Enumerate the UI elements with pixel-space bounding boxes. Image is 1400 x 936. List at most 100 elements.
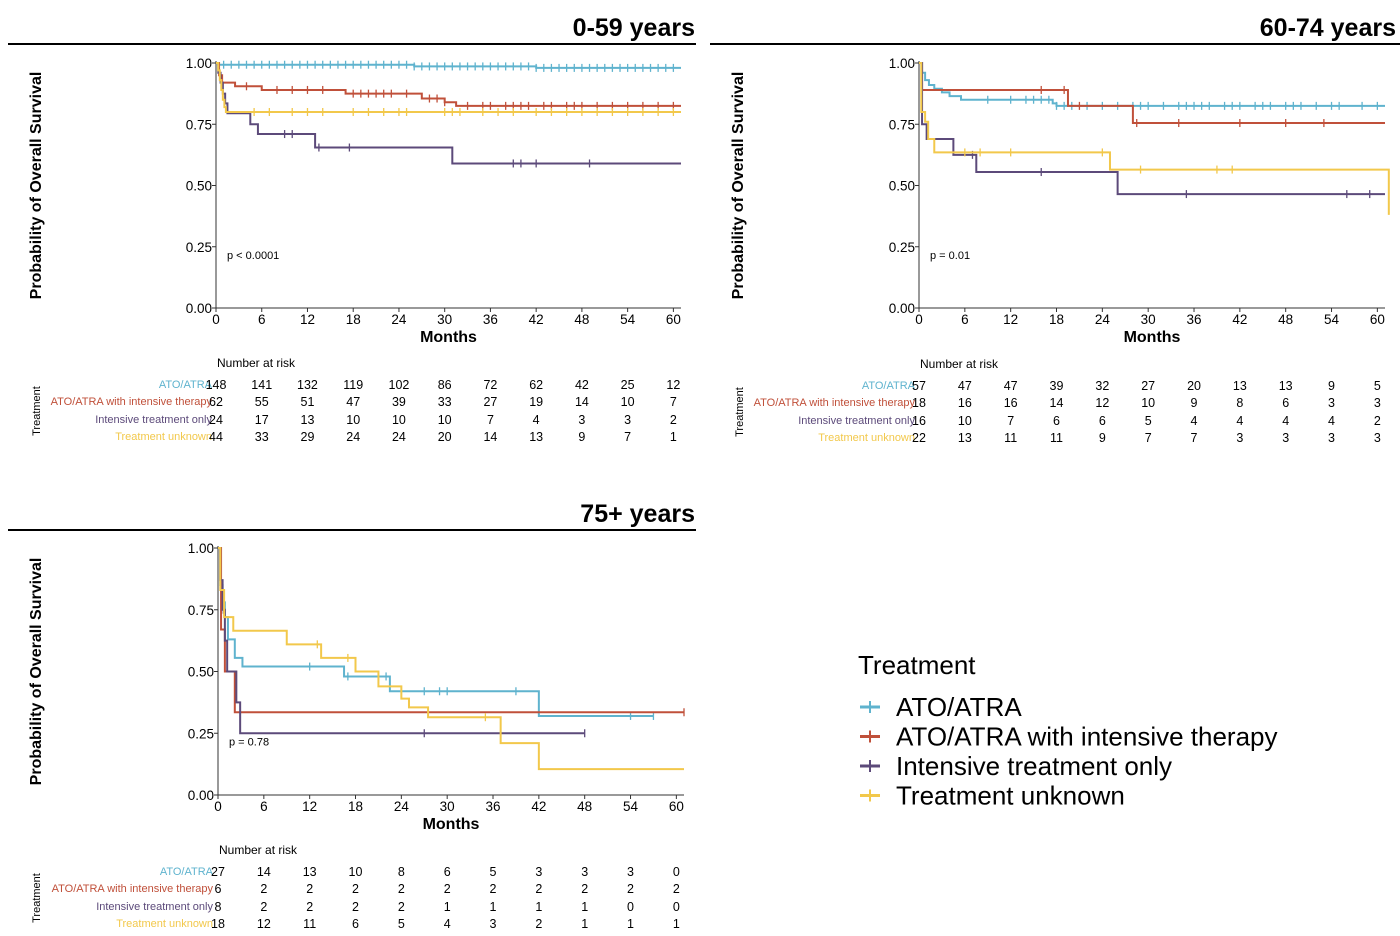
- risk-value: 25: [621, 378, 635, 392]
- risk-row-label: Intensive treatment only: [95, 414, 212, 426]
- x-axis-label: Months: [420, 329, 477, 346]
- panel-1: 60-74 years Probability of Overall Surviv…: [710, 14, 1400, 445]
- y-tick-label: 0.00: [186, 301, 212, 316]
- risk-row-label: Treatment unknown: [115, 431, 212, 443]
- risk-value: 10: [958, 414, 972, 428]
- risk-table-side-label: Treatment: [734, 387, 746, 437]
- risk-value: 6: [1282, 396, 1289, 410]
- x-tick-label: 54: [1324, 312, 1340, 327]
- risk-value: 3: [535, 865, 542, 879]
- y-tick-label: 1.00: [186, 56, 212, 71]
- x-tick-label: 12: [1003, 312, 1018, 327]
- legend-item: Treatment unknown: [896, 781, 1125, 811]
- risk-row-label: Treatment unknown: [818, 432, 915, 444]
- risk-value: 3: [1374, 431, 1381, 445]
- x-tick-label: 18: [346, 312, 361, 327]
- y-tick-label: 0.75: [889, 117, 915, 132]
- km-curve: [919, 62, 1385, 107]
- y-axis-label: Probability of Overall Survival: [28, 558, 45, 786]
- risk-value: 4: [533, 413, 540, 427]
- risk-value: 10: [392, 413, 406, 427]
- km-curve: [218, 547, 654, 717]
- x-tick-label: 0: [214, 799, 222, 814]
- y-tick-label: 0.25: [889, 240, 915, 255]
- risk-value: 2: [398, 900, 405, 914]
- risk-value: 16: [1004, 396, 1018, 410]
- risk-value: 1: [673, 917, 680, 931]
- km-curve: [218, 547, 684, 714]
- p-value: p < 0.0001: [227, 250, 279, 262]
- risk-value: 1: [444, 900, 451, 914]
- risk-value: 7: [1007, 414, 1014, 428]
- risk-value: 6: [1053, 414, 1060, 428]
- y-axis-label: Probability of Overall Survival: [28, 72, 45, 300]
- risk-value: 5: [490, 865, 497, 879]
- risk-value: 1: [581, 917, 588, 931]
- x-tick-label: 12: [300, 312, 315, 327]
- y-tick-label: 0.50: [186, 179, 212, 194]
- panel-title: 0-59 years: [573, 14, 695, 42]
- risk-value: 44: [209, 430, 223, 444]
- km-curve: [919, 62, 1385, 125]
- risk-value: 62: [209, 395, 223, 409]
- y-tick-label: 0.00: [889, 301, 915, 316]
- legend-item: ATO/ATRA with intensive therapy: [896, 722, 1278, 752]
- km-curve: [216, 62, 681, 107]
- risk-row-label: ATO/ATRA: [160, 866, 214, 878]
- risk-value: 19: [529, 395, 543, 409]
- risk-value: 13: [958, 431, 972, 445]
- legend-item: ATO/ATRA: [896, 692, 1022, 722]
- risk-value: 4: [444, 917, 451, 931]
- risk-value: 0: [627, 900, 634, 914]
- risk-value: 16: [958, 396, 972, 410]
- risk-value: 0: [673, 900, 680, 914]
- x-tick-label: 36: [483, 312, 498, 327]
- risk-value: 1: [490, 900, 497, 914]
- risk-value: 8: [1236, 396, 1243, 410]
- x-tick-label: 60: [669, 799, 684, 814]
- risk-value: 2: [1374, 414, 1381, 428]
- risk-value: 7: [487, 413, 494, 427]
- risk-value: 2: [352, 882, 359, 896]
- x-tick-label: 6: [961, 312, 969, 327]
- risk-value: 11: [303, 917, 316, 931]
- risk-value: 11: [1050, 431, 1063, 445]
- risk-value: 47: [958, 379, 972, 393]
- risk-value: 10: [438, 413, 452, 427]
- y-axis-label: Probability of Overall Survival: [730, 72, 747, 300]
- x-tick-label: 18: [1049, 312, 1064, 327]
- risk-value: 57: [912, 379, 926, 393]
- risk-value: 20: [1187, 379, 1201, 393]
- risk-value: 24: [346, 430, 360, 444]
- risk-value: 2: [398, 882, 405, 896]
- risk-table-title: Number at risk: [920, 357, 999, 371]
- risk-value: 3: [581, 865, 588, 879]
- x-tick-label: 36: [1187, 312, 1202, 327]
- risk-value: 3: [627, 865, 634, 879]
- x-tick-label: 42: [529, 312, 544, 327]
- risk-value: 132: [297, 378, 318, 392]
- risk-value: 5: [1374, 379, 1381, 393]
- risk-value: 2: [627, 882, 634, 896]
- risk-value: 3: [490, 917, 497, 931]
- y-tick-label: 0.75: [186, 117, 212, 132]
- risk-value: 14: [575, 395, 589, 409]
- x-tick-label: 24: [391, 312, 407, 327]
- y-tick-label: 1.00: [188, 541, 214, 556]
- risk-table-side-label: Treatment: [31, 386, 43, 436]
- km-curve: [216, 62, 681, 165]
- risk-value: 7: [1145, 431, 1152, 445]
- risk-value: 20: [438, 430, 452, 444]
- risk-value: 39: [392, 395, 406, 409]
- x-tick-label: 60: [1370, 312, 1385, 327]
- risk-value: 2: [352, 900, 359, 914]
- risk-value: 27: [1141, 379, 1155, 393]
- risk-value: 6: [1099, 414, 1106, 428]
- x-tick-label: 48: [574, 312, 589, 327]
- risk-value: 2: [670, 413, 677, 427]
- risk-value: 1: [581, 900, 588, 914]
- risk-value: 9: [1328, 379, 1335, 393]
- risk-value: 72: [483, 378, 497, 392]
- risk-value: 2: [306, 882, 313, 896]
